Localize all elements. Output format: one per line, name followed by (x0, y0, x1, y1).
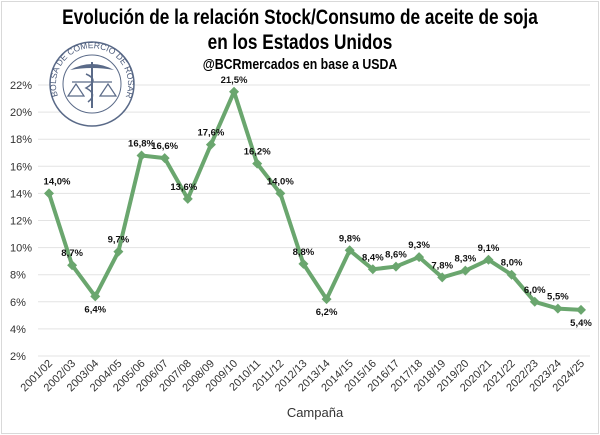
data-label: 9,1% (478, 243, 500, 254)
x-axis-title: Campaña (287, 405, 344, 420)
data-point (390, 261, 401, 272)
data-point (460, 265, 471, 276)
data-point (321, 294, 332, 305)
data-point (414, 252, 425, 263)
data-label: 7,8% (431, 260, 453, 271)
data-label: 9,8% (339, 233, 361, 244)
data-point (275, 188, 286, 199)
data-label: 17,6% (197, 128, 224, 139)
data-label: 6,4% (84, 304, 106, 315)
data-point (90, 291, 101, 302)
y-tick-label: 6% (10, 297, 26, 309)
y-tick-label: 4% (10, 324, 26, 336)
data-point (552, 303, 563, 314)
data-point (483, 254, 494, 265)
y-tick-label: 18% (10, 134, 32, 146)
y-tick-label: 20% (10, 107, 32, 119)
data-label: 8,8% (293, 247, 315, 258)
y-tick-label: 14% (10, 188, 32, 200)
data-point (113, 246, 124, 257)
data-point (67, 260, 78, 271)
data-label: 14,0% (267, 176, 294, 187)
chart-subtitle: @BCRmercados en base a USDA (202, 56, 398, 73)
data-point (159, 153, 170, 164)
y-tick-label: 8% (10, 270, 26, 282)
data-label: 16,6% (151, 141, 178, 152)
data-point (229, 86, 240, 97)
data-point (576, 304, 586, 315)
data-label: 8,7% (61, 248, 83, 259)
data-point (367, 264, 378, 275)
data-label: 5,5% (547, 292, 569, 303)
data-label: 16,2% (244, 147, 271, 158)
data-point (44, 188, 54, 199)
chart-title: Evolución de la relación Stock/Consumo d… (62, 6, 538, 29)
data-label: 6,2% (316, 307, 338, 318)
y-tick-label: 2% (10, 351, 26, 363)
data-label: 6,0% (524, 285, 546, 296)
data-label: 8,0% (501, 258, 523, 269)
y-tick-label: 12% (10, 216, 32, 228)
data-label: 9,3% (408, 240, 430, 251)
data-label: 8,3% (455, 254, 477, 265)
data-point (344, 245, 355, 256)
data-point (252, 158, 263, 169)
y-tick-label: 16% (10, 161, 32, 173)
data-label: 14,0% (44, 176, 71, 187)
data-point (136, 150, 147, 161)
data-point (529, 296, 540, 307)
data-point (506, 269, 517, 280)
data-label: 13,6% (170, 182, 197, 193)
data-label: 9,7% (108, 235, 130, 246)
y-tick-label: 10% (10, 243, 32, 255)
data-label: 8,4% (362, 252, 384, 263)
data-point (437, 272, 448, 283)
chart-title-line2: en los Estados Unidos (207, 31, 393, 54)
data-point (298, 258, 309, 269)
y-tick-label: 22% (10, 80, 32, 92)
data-point (182, 193, 193, 204)
data-label: 16,8% (128, 138, 155, 149)
series-line (47, 89, 582, 312)
data-label: 8,6% (385, 250, 407, 261)
data-label: 21,5% (221, 75, 248, 86)
data-point (205, 139, 216, 150)
data-label: 5,4% (570, 318, 592, 329)
